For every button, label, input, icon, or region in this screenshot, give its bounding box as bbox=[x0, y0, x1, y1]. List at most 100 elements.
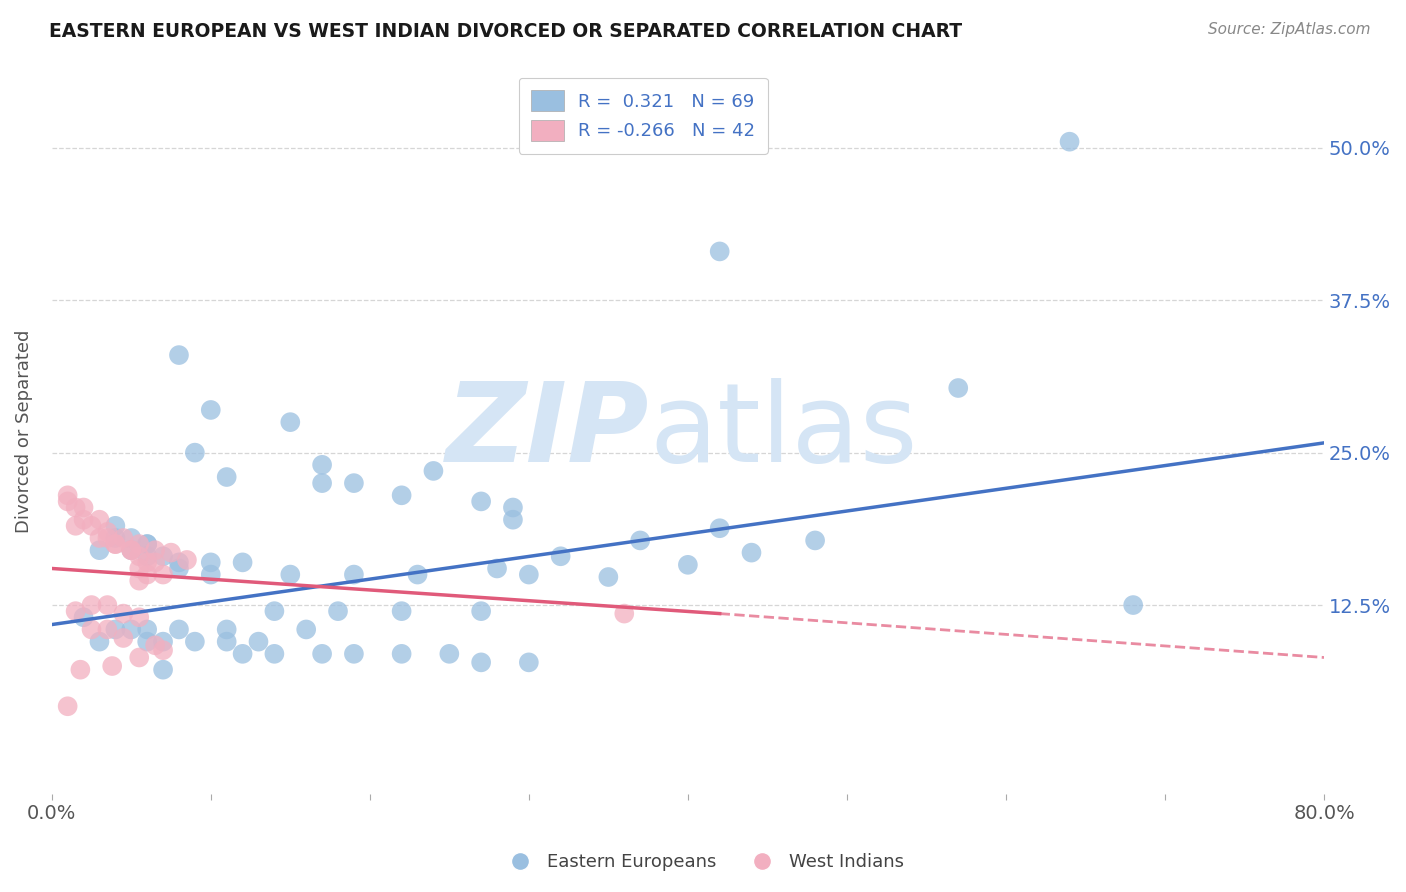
Point bbox=[517, 567, 540, 582]
Point bbox=[72, 513, 94, 527]
Point bbox=[128, 537, 150, 551]
Point bbox=[948, 381, 970, 395]
Point bbox=[343, 647, 366, 661]
Point bbox=[247, 634, 270, 648]
Point bbox=[502, 513, 524, 527]
Point bbox=[104, 537, 127, 551]
Point bbox=[628, 533, 651, 548]
Point bbox=[96, 598, 118, 612]
Point bbox=[56, 699, 79, 714]
Point bbox=[120, 543, 142, 558]
Point bbox=[167, 561, 190, 575]
Point bbox=[120, 543, 142, 558]
Point bbox=[295, 623, 318, 637]
Point bbox=[470, 656, 492, 670]
Point bbox=[104, 518, 127, 533]
Point bbox=[56, 494, 79, 508]
Point bbox=[502, 500, 524, 515]
Legend: R =  0.321   N = 69, R = -0.266   N = 42: R = 0.321 N = 69, R = -0.266 N = 42 bbox=[519, 78, 768, 153]
Point bbox=[112, 607, 135, 621]
Point bbox=[326, 604, 349, 618]
Point bbox=[470, 494, 492, 508]
Point bbox=[120, 543, 142, 558]
Point bbox=[343, 476, 366, 491]
Y-axis label: Divorced or Separated: Divorced or Separated bbox=[15, 330, 32, 533]
Point bbox=[470, 604, 492, 618]
Point bbox=[65, 604, 87, 618]
Point bbox=[65, 500, 87, 515]
Point bbox=[136, 549, 159, 564]
Point bbox=[278, 415, 301, 429]
Point bbox=[72, 500, 94, 515]
Point bbox=[391, 488, 413, 502]
Point bbox=[215, 634, 238, 648]
Point bbox=[136, 555, 159, 569]
Legend: Eastern Europeans, West Indians: Eastern Europeans, West Indians bbox=[495, 847, 911, 879]
Point bbox=[152, 634, 174, 648]
Point bbox=[184, 634, 207, 648]
Point bbox=[143, 555, 166, 569]
Point bbox=[136, 537, 159, 551]
Point bbox=[232, 555, 254, 569]
Point bbox=[80, 623, 103, 637]
Point bbox=[112, 531, 135, 545]
Point bbox=[167, 555, 190, 569]
Point bbox=[80, 598, 103, 612]
Point bbox=[136, 634, 159, 648]
Point bbox=[89, 543, 111, 558]
Point bbox=[128, 650, 150, 665]
Point bbox=[517, 656, 540, 670]
Point bbox=[128, 561, 150, 575]
Text: ZIP: ZIP bbox=[446, 378, 650, 484]
Point bbox=[406, 567, 429, 582]
Point bbox=[104, 623, 127, 637]
Point bbox=[1059, 135, 1081, 149]
Point bbox=[215, 470, 238, 484]
Point bbox=[391, 647, 413, 661]
Point bbox=[263, 647, 285, 661]
Point bbox=[89, 531, 111, 545]
Text: Source: ZipAtlas.com: Source: ZipAtlas.com bbox=[1208, 22, 1371, 37]
Point bbox=[184, 445, 207, 459]
Point bbox=[143, 543, 166, 558]
Text: atlas: atlas bbox=[650, 378, 918, 484]
Point bbox=[200, 567, 222, 582]
Point bbox=[128, 574, 150, 588]
Point bbox=[160, 546, 183, 560]
Point bbox=[740, 546, 762, 560]
Point bbox=[120, 623, 142, 637]
Point bbox=[263, 604, 285, 618]
Point bbox=[56, 488, 79, 502]
Point bbox=[676, 558, 699, 572]
Point bbox=[422, 464, 444, 478]
Point bbox=[709, 244, 731, 259]
Point bbox=[104, 531, 127, 545]
Point bbox=[96, 524, 118, 539]
Point bbox=[96, 531, 118, 545]
Point bbox=[550, 549, 572, 564]
Point bbox=[167, 623, 190, 637]
Point bbox=[89, 634, 111, 648]
Point bbox=[136, 567, 159, 582]
Point bbox=[136, 537, 159, 551]
Point bbox=[80, 518, 103, 533]
Point bbox=[311, 647, 333, 661]
Point bbox=[128, 610, 150, 624]
Point bbox=[152, 567, 174, 582]
Point bbox=[152, 643, 174, 657]
Point bbox=[200, 555, 222, 569]
Point bbox=[486, 561, 509, 575]
Point bbox=[1122, 598, 1144, 612]
Point bbox=[136, 623, 159, 637]
Point bbox=[65, 518, 87, 533]
Point bbox=[152, 549, 174, 564]
Point bbox=[152, 663, 174, 677]
Point bbox=[232, 647, 254, 661]
Point bbox=[120, 531, 142, 545]
Point bbox=[200, 403, 222, 417]
Point bbox=[278, 567, 301, 582]
Point bbox=[112, 631, 135, 645]
Point bbox=[709, 521, 731, 535]
Point bbox=[167, 348, 190, 362]
Point bbox=[89, 513, 111, 527]
